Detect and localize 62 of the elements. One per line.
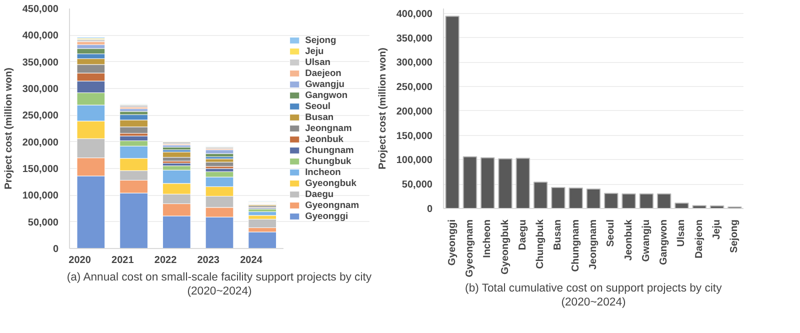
y-tick-label: 0 [426,204,433,215]
y-tick-label: 150,000 [396,130,433,142]
legend-label: Chungbuk [305,156,352,166]
legend-label: Gwangju [305,79,344,89]
legend-label: Busan [305,112,334,122]
y-tick-label: 300,000 [22,84,59,95]
y-tick-label: 400,000 [22,30,59,42]
x-tick-label: Chungbuk [535,219,546,269]
y-tick-label: 250,000 [396,82,433,94]
x-tick-label: Sejong [729,219,740,253]
text: (a) Annual cost on small-scale facility support projects by city (2020~2024) [66,272,372,298]
y-tick-label: 0 [52,244,59,255]
legend-label: Gyeongnam [305,200,359,210]
y-axis-title: Project cost (million won) [3,68,14,190]
legend-label: Sejong [305,35,336,45]
legend-label: Gyeonggi [305,211,348,221]
y-tick-label: 300,000 [396,58,433,69]
x-tick-label: Gyeonggi [446,219,458,266]
x-tick-label: Gangwon [658,219,670,266]
legend-label: Gyeongbuk [305,178,356,188]
x-tick-label: Seoul [606,219,617,247]
legend-label: Gangwon [305,90,348,100]
y-tick-label: 100,000 [396,155,433,166]
x-tick-label: 2020 [68,255,92,266]
x-tick-label: 2024 [240,255,263,266]
legend-label: Incheon [305,167,341,177]
y-tick-label: 50,000 [28,217,59,228]
y-tick-label: 50,000 [402,180,433,191]
y-tick-label: 450,000 [22,4,59,15]
x-tick-label: Chungnam [570,219,582,272]
x-tick-label: 2021 [112,255,134,266]
x-tick-label: Gwangju [640,219,652,262]
legend-label: Seoul [305,101,330,111]
x-tick-label: Incheon [482,219,494,258]
y-tick-label: 250,000 [22,110,59,122]
legend-label: Daejeon [305,68,342,78]
x-tick-label: Jeonbuk [623,219,634,261]
x-tick-label: 2022 [154,255,178,266]
x-tick-label: Ulsan [676,219,688,247]
legend-label: Ulsan [305,57,330,67]
x-tick-label: Daejeon [694,219,705,258]
legend-label: Chungnam [305,145,354,155]
x-tick-label: Jeongnam [588,219,599,270]
x-tick-label: 2023 [197,255,220,266]
legend-label: Jeju [305,46,325,56]
text: (b) Total cumulative cost on support projects by city (2020~2024) [465,282,722,308]
y-tick-label: 200,000 [396,106,433,118]
legend-label: Daegu [305,189,334,199]
y-tick-label: 100,000 [22,190,59,202]
x-tick-label: Daegu [517,220,528,250]
y-tick-label: 400,000 [396,8,433,20]
y-tick-label: 350,000 [22,57,59,68]
y-tick-label: 350,000 [396,33,433,44]
legend-label: Jeonbuk [305,134,344,144]
x-tick-label: Gyeongbuk [500,219,511,275]
x-tick-label: Jeju [712,219,723,240]
legend-label: Jeongnam [305,123,352,133]
y-tick-label: 150,000 [22,164,59,175]
x-tick-label: Gyeongnam [464,219,476,278]
x-tick-label: Busan [552,220,564,250]
y-axis-title: Project cost (million won) [377,48,388,170]
y-tick-label: 200,000 [22,137,59,148]
